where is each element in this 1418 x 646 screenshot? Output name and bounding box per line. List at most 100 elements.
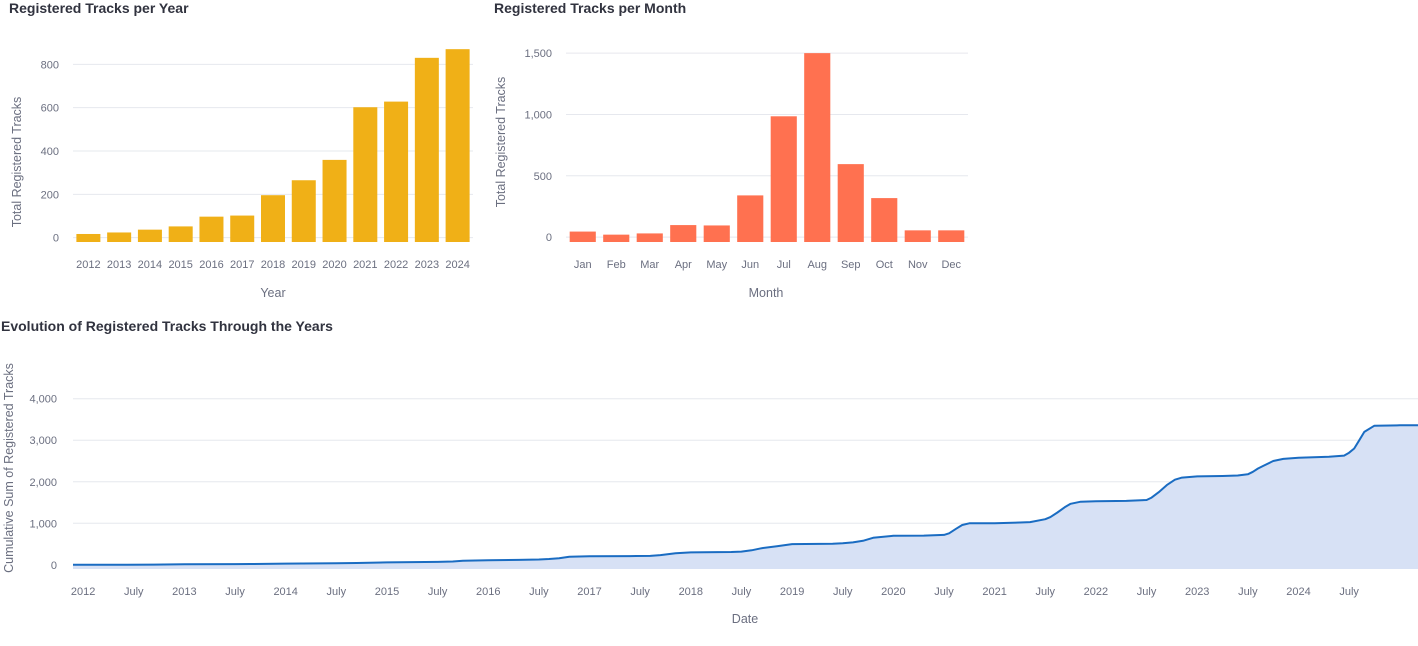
monthly-x-tick-label: Feb [607,259,626,271]
monthly-x-tick-label: Sep [841,259,861,271]
cumulative-x-tick-label: July [428,586,448,598]
monthly-chart-title: Registered Tracks per Month [494,0,687,16]
cumulative-x-tick-label: 2019 [780,586,804,598]
yearly-bar-2012 [76,233,101,242]
cumulative-line [73,424,1418,566]
yearly-bar-2017 [230,215,255,242]
yearly-bar-chart: 0 200 400 600 800 2012 2013 2014 2015 2016 2017 201… [10,49,473,300]
yearly-x-tick-label: 2020 [322,259,346,271]
cumulative-x-tick-label: July [327,586,347,598]
cumulative-x-tick-label: 2013 [172,586,196,598]
yearly-x-tick-label: 2014 [138,259,162,271]
cumulative-x-tick-label: 2012 [71,586,95,598]
yearly-bar-2015 [168,226,193,242]
cumulative-area-chart: 0 1,000 2,000 3,000 4,000 2012 July 2013 July 201… [2,363,1418,626]
cumulative-x-tick-label: July [1238,586,1258,598]
cumulative-x-tick-label: July [732,586,752,598]
monthly-x-tick-label: May [706,259,727,271]
cumulative-x-axis-title: Date [732,612,758,626]
yearly-bar-2020 [322,159,347,242]
monthly-bar-sep [837,164,864,242]
monthly-bar-apr [670,225,697,242]
cumulative-chart-title: Evolution of Registered Tracks Through t… [1,318,333,334]
monthly-bar-oct [871,198,898,242]
monthly-bar-feb [603,234,630,242]
yearly-x-tick-label: 2012 [76,259,100,271]
yearly-x-tick-label: 2022 [384,259,408,271]
cumulative-x-tick-label: July [1339,586,1359,598]
cumulative-x-tick-label: July [934,586,954,598]
cumulative-y-tick-label: 3,000 [29,435,57,447]
monthly-bar-dec [938,230,965,242]
yearly-bar-2023 [414,57,439,243]
monthly-x-tick-label: Apr [675,259,692,271]
yearly-x-tick-label: 2024 [445,259,469,271]
yearly-y-tick-label: 800 [41,59,59,71]
monthly-y-tick-label: 0 [546,232,552,244]
monthly-x-tick-label: Dec [941,259,961,271]
monthly-x-axis-title: Month [749,286,784,300]
cumulative-x-tick-label: 2022 [1084,586,1108,598]
cumulative-x-tick-label: 2018 [679,586,703,598]
cumulative-x-tick-label: 2020 [881,586,905,598]
yearly-bar-2018 [261,195,285,242]
yearly-x-tick-label: 2023 [415,259,439,271]
monthly-x-tick-label: Oct [876,259,893,271]
cumulative-x-tick-label: July [529,586,549,598]
cumulative-x-tick-label: 2015 [375,586,399,598]
yearly-x-tick-label: 2019 [292,259,316,271]
yearly-bar-2021 [353,107,378,242]
monthly-x-tick-label: Jun [741,259,759,271]
monthly-bar-chart: 0 500 1,000 1,500 Jan Feb Mar Apr May Jun Jul Aug Se… [494,48,968,300]
monthly-y-tick-label: 1,500 [524,48,552,60]
monthly-bar-may [703,225,730,242]
cumulative-x-tick-label: 2017 [577,586,601,598]
monthly-bar-mar [636,233,663,242]
yearly-y-tick-label: 0 [53,233,59,245]
cumulative-x-tick-label: July [1137,586,1157,598]
yearly-x-tick-label: 2018 [261,259,285,271]
monthly-x-tick-label: Jul [777,259,791,271]
monthly-bar-jul [770,116,797,242]
cumulative-x-tick-label: 2016 [476,586,500,598]
cumulative-x-tick-label: 2014 [273,586,297,598]
cumulative-y-tick-label: 0 [51,560,57,572]
yearly-x-tick-label: 2021 [353,259,377,271]
cumulative-y-tick-label: 4,000 [29,394,57,406]
yearly-x-tick-label: 2017 [230,259,254,271]
cumulative-x-tick-label: 2024 [1286,586,1310,598]
monthly-x-tick-label: Aug [807,259,827,271]
yearly-y-tick-label: 400 [41,146,59,158]
yearly-x-axis-title: Year [260,286,285,300]
cumulative-y-axis-title: Cumulative Sum of Registered Tracks [2,363,16,573]
cumulative-x-tick-label: July [630,586,650,598]
yearly-chart-title: Registered Tracks per Year [9,0,189,16]
cumulative-area-fill [73,425,1418,569]
cumulative-y-tick-label: 2,000 [29,477,57,489]
monthly-x-tick-label: Jan [574,259,592,271]
yearly-bar-2022 [384,101,409,242]
yearly-x-tick-label: 2016 [199,259,223,271]
cumulative-x-tick-label: July [225,586,245,598]
yearly-y-tick-label: 600 [41,103,59,115]
cumulative-x-tick-label: July [1036,586,1056,598]
yearly-y-tick-label: 200 [41,189,59,201]
monthly-bar-aug [804,53,831,242]
monthly-y-tick-label: 500 [534,171,552,183]
monthly-y-axis-title: Total Registered Tracks [494,77,508,208]
yearly-bar-2024 [445,49,470,243]
cumulative-x-tick-label: July [124,586,144,598]
monthly-bar-jan [569,231,596,242]
monthly-x-tick-label: Nov [908,259,928,271]
cumulative-x-tick-label: 2021 [982,586,1006,598]
yearly-bar-2013 [107,232,132,242]
monthly-y-tick-label: 1,000 [524,109,552,121]
monthly-bar-nov [904,230,931,242]
cumulative-x-tick-label: July [833,586,853,598]
yearly-bar-2019 [291,180,316,242]
yearly-bar-2014 [137,229,162,242]
cumulative-x-tick-label: 2023 [1185,586,1209,598]
yearly-x-tick-label: 2015 [168,259,192,271]
yearly-y-axis-title: Total Registered Tracks [10,97,24,228]
